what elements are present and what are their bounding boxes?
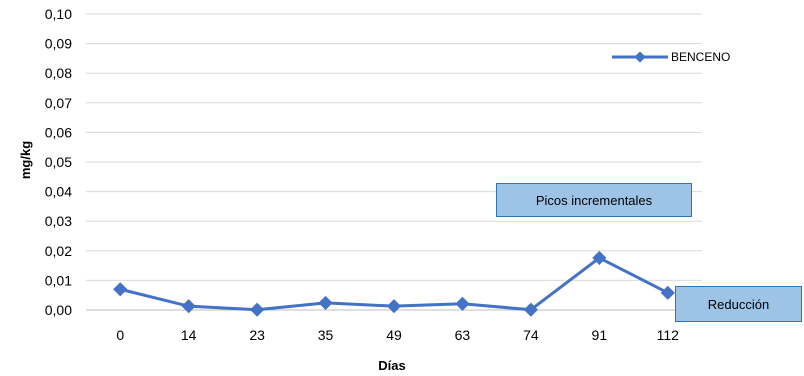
y-tick-label-1: 0,01 [45, 272, 72, 288]
data-point-6 [523, 302, 538, 317]
y-tick-label-0: 0,00 [45, 302, 72, 318]
data-point-8 [660, 285, 675, 300]
y-tick-label-6: 0,06 [45, 124, 72, 140]
x-tick-label-1: 14 [181, 327, 197, 343]
legend-label: BENCENO [671, 50, 730, 64]
x-tick-label-3: 35 [318, 327, 334, 343]
data-point-1 [181, 299, 196, 314]
x-tick-label-0: 0 [116, 327, 124, 343]
gridlines [86, 13, 702, 311]
y-tick-label-8: 0,08 [45, 65, 72, 81]
legend-marker [634, 51, 646, 63]
x-tick-label-2: 23 [249, 327, 265, 343]
data-point-2 [250, 302, 265, 317]
x-axis-tick-labels: 0 14 23 35 49 63 74 91 112 [116, 327, 679, 343]
legend: BENCENO [612, 50, 730, 64]
data-point-4 [386, 299, 402, 314]
x-tick-label-7: 91 [592, 327, 608, 343]
data-point-0 [113, 282, 128, 297]
x-tick-label-5: 63 [455, 327, 471, 343]
annotation-picos-incrementales: Picos incrementales [496, 183, 692, 217]
x-tick-label-8: 112 [657, 327, 680, 343]
x-axis-title: Días [378, 358, 405, 373]
y-tick-label-9: 0,09 [45, 36, 72, 52]
y-tick-label-4: 0,04 [45, 184, 72, 200]
x-tick-label-4: 49 [386, 327, 402, 343]
data-point-7 [592, 250, 607, 265]
x-tick-label-6: 74 [523, 327, 539, 343]
annotation-reduccion: Reducción [675, 286, 802, 322]
series-benceno [113, 250, 675, 317]
y-tick-label-5: 0,05 [45, 154, 72, 170]
y-axis-tick-labels: 0,00 0,01 0,02 0,03 0,04 0,05 0,06 0,07 0,08 0,09… [45, 6, 72, 318]
y-tick-label-2: 0,02 [45, 243, 72, 259]
y-tick-label-10: 0,10 [45, 6, 72, 22]
data-point-3 [318, 295, 333, 310]
data-point-5 [455, 296, 470, 311]
y-axis-title: mg/kg [18, 141, 33, 179]
y-tick-label-7: 0,07 [45, 95, 72, 111]
y-tick-label-3: 0,03 [45, 213, 72, 229]
